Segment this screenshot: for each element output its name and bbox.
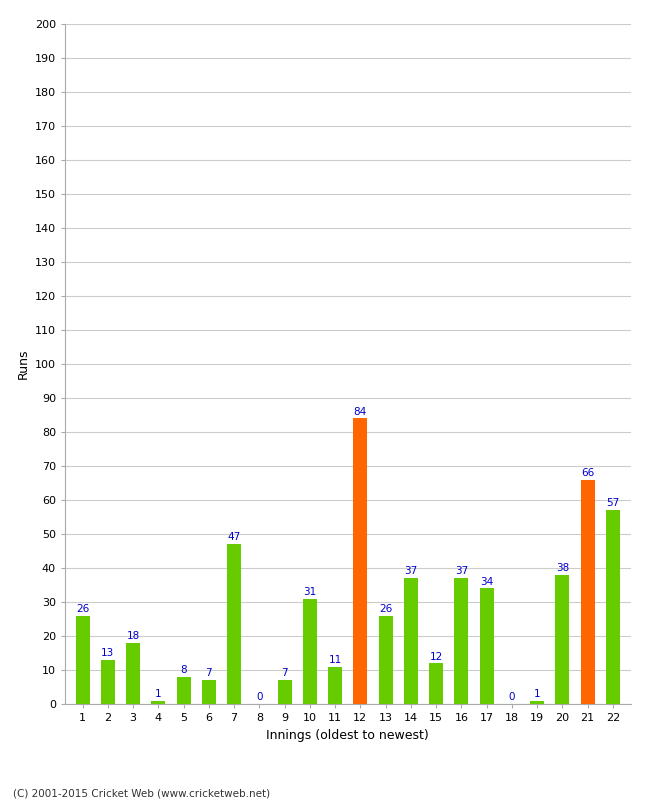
Bar	[328, 666, 342, 704]
Text: 47: 47	[227, 533, 240, 542]
Bar	[303, 598, 317, 704]
Text: 12: 12	[430, 651, 443, 662]
Text: 11: 11	[328, 655, 342, 665]
Text: 8: 8	[180, 665, 187, 675]
Text: 1: 1	[155, 689, 162, 699]
Text: 0: 0	[508, 692, 515, 702]
Bar	[177, 677, 190, 704]
Y-axis label: Runs: Runs	[16, 349, 29, 379]
Bar	[480, 589, 493, 704]
Bar	[278, 680, 292, 704]
Text: 37: 37	[455, 566, 468, 577]
Bar	[429, 663, 443, 704]
Text: 38: 38	[556, 563, 569, 573]
Text: 7: 7	[205, 669, 212, 678]
Text: 34: 34	[480, 577, 493, 586]
Bar	[76, 616, 90, 704]
Text: 57: 57	[606, 498, 619, 509]
Text: 7: 7	[281, 669, 288, 678]
Text: 26: 26	[76, 604, 89, 614]
Text: 1: 1	[534, 689, 540, 699]
Text: 37: 37	[404, 566, 417, 577]
Text: 0: 0	[256, 692, 263, 702]
Bar	[580, 480, 595, 704]
Bar	[379, 616, 393, 704]
Text: 13: 13	[101, 648, 114, 658]
Text: 31: 31	[304, 587, 317, 597]
Bar	[101, 660, 115, 704]
Text: 18: 18	[127, 631, 140, 641]
Bar	[555, 574, 569, 704]
Bar	[354, 418, 367, 704]
Text: (C) 2001-2015 Cricket Web (www.cricketweb.net): (C) 2001-2015 Cricket Web (www.cricketwe…	[13, 788, 270, 798]
Text: 84: 84	[354, 406, 367, 417]
Bar	[151, 701, 165, 704]
Bar	[606, 510, 619, 704]
X-axis label: Innings (oldest to newest): Innings (oldest to newest)	[266, 729, 429, 742]
Bar	[404, 578, 418, 704]
Bar	[530, 701, 544, 704]
Bar	[202, 680, 216, 704]
Bar	[126, 643, 140, 704]
Text: 26: 26	[379, 604, 392, 614]
Bar	[454, 578, 468, 704]
Text: 66: 66	[581, 468, 594, 478]
Bar	[227, 544, 241, 704]
